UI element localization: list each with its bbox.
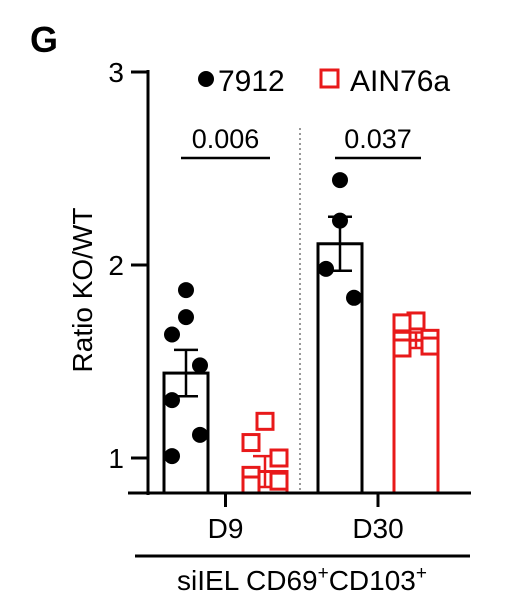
point-D9-7912 xyxy=(164,392,180,409)
point-D30-7912 xyxy=(318,260,334,277)
p-value-label: 0.037 xyxy=(344,124,412,154)
significance-annotations: 0.006 0.037 xyxy=(181,124,421,160)
point-D9-AIN76a xyxy=(241,433,261,453)
data-points xyxy=(164,172,440,495)
point-D9-7912 xyxy=(164,448,180,465)
point-D30-7912 xyxy=(332,172,348,189)
point-D30-AIN76a xyxy=(420,336,440,356)
legend-label-ain76a: AIN76a xyxy=(350,65,450,98)
legend-marker-ain76a xyxy=(319,68,340,89)
point-D9-7912 xyxy=(192,426,208,443)
p-value-label: 0.006 xyxy=(192,124,260,154)
x-tick-label-D9: D9 xyxy=(208,513,244,544)
point-D9-AIN76a xyxy=(241,475,261,495)
point-D30-AIN76a xyxy=(392,338,412,358)
point-D9-7912 xyxy=(178,282,194,299)
legend-label-7912: 7912 xyxy=(218,65,285,98)
error-bars xyxy=(174,215,428,489)
point-D9-AIN76a xyxy=(255,411,275,431)
point-D30-7912 xyxy=(346,289,362,306)
y-tick-label: 1 xyxy=(108,443,124,474)
point-D30-AIN76a xyxy=(392,313,412,333)
legend-marker-7912 xyxy=(198,71,214,87)
x-tick-label-D30: D30 xyxy=(352,513,403,544)
point-D9-7912 xyxy=(192,357,208,374)
panel-label: G xyxy=(30,19,58,60)
group-label: siIEL CD69+CD103+ xyxy=(177,563,427,596)
point-D9-AIN76a xyxy=(269,471,289,491)
y-tick-label: 2 xyxy=(108,250,124,281)
bar-D30-7912 xyxy=(316,242,364,495)
y-tick-label: 3 xyxy=(108,57,124,88)
y-axis-label: Ratio KO/WT xyxy=(67,208,98,373)
point-D9-7912 xyxy=(178,309,194,326)
y-axis: 1 2 3 xyxy=(108,57,150,495)
bar-D30-AIN76a xyxy=(392,338,440,495)
point-D30-7912 xyxy=(332,212,348,229)
x-axis-ticks: D9 D30 xyxy=(208,493,404,544)
legend: 7912 AIN76a xyxy=(198,65,450,98)
point-D9-AIN76a xyxy=(269,448,289,468)
point-D9-7912 xyxy=(164,326,180,343)
